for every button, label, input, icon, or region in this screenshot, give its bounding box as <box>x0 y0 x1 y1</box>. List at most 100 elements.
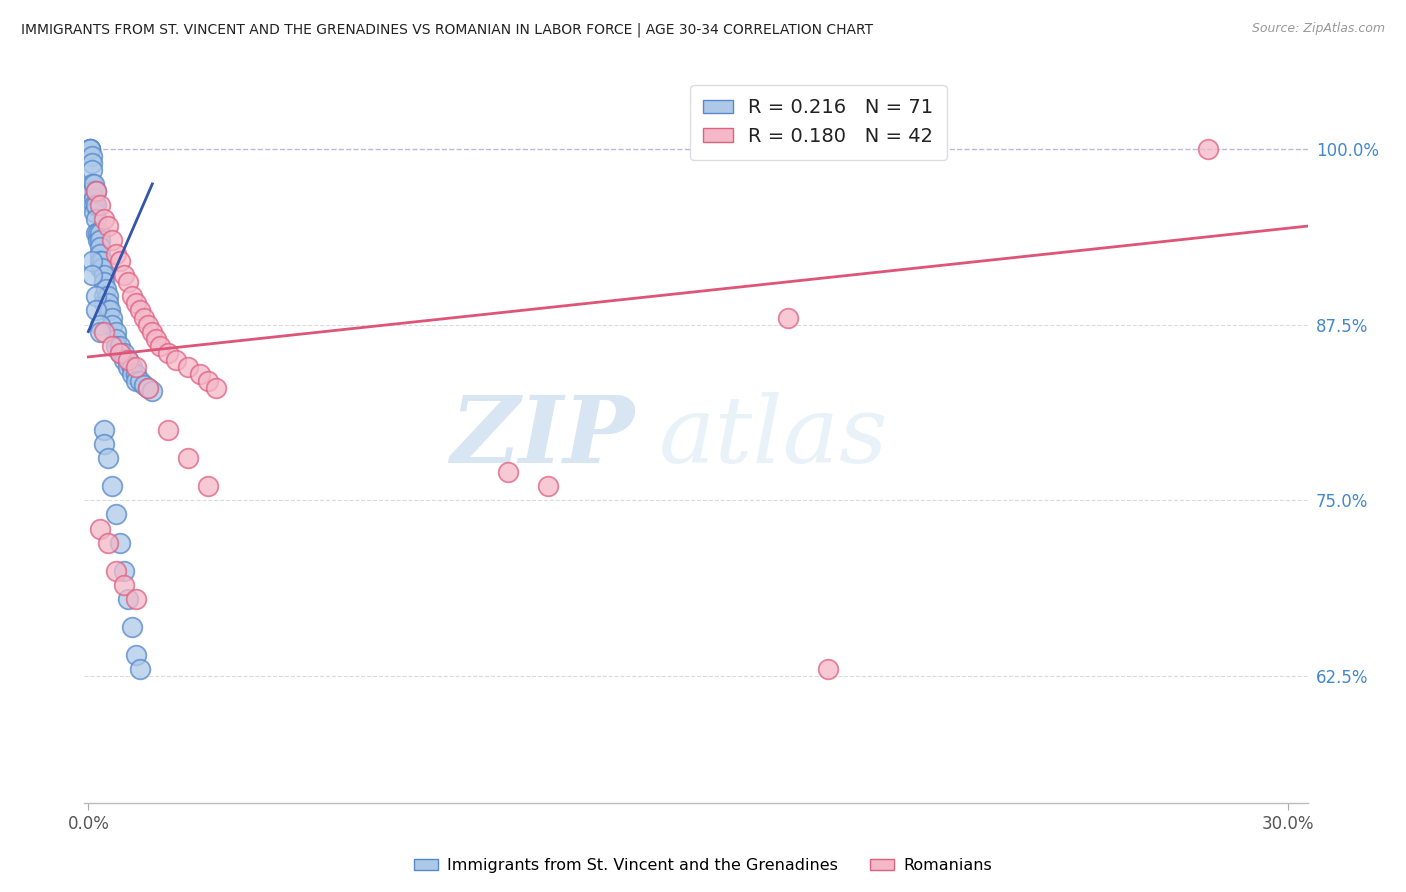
Point <box>205 381 228 395</box>
Text: atlas: atlas <box>659 392 889 482</box>
Point <box>97 296 120 310</box>
Point <box>125 296 148 310</box>
Point <box>129 303 152 318</box>
Point <box>82 254 104 268</box>
Point <box>1197 142 1219 156</box>
Point <box>89 521 111 535</box>
Point <box>83 198 105 212</box>
Point <box>177 359 200 374</box>
Point <box>93 268 115 283</box>
Point <box>82 184 104 198</box>
Point <box>97 219 120 233</box>
Point <box>112 564 135 578</box>
Point <box>97 303 120 318</box>
Point <box>125 648 148 662</box>
Point <box>105 332 128 346</box>
Point <box>101 318 124 332</box>
Text: Source: ZipAtlas.com: Source: ZipAtlas.com <box>1251 22 1385 36</box>
Point <box>817 662 839 676</box>
Point <box>105 338 128 352</box>
Point <box>89 233 111 247</box>
Point <box>82 177 104 191</box>
Point <box>105 564 128 578</box>
Point <box>145 332 167 346</box>
Point <box>136 381 159 395</box>
Point <box>96 282 118 296</box>
Point <box>97 451 120 466</box>
Point <box>83 191 105 205</box>
Point <box>129 374 152 388</box>
Point <box>86 226 108 240</box>
Point <box>136 381 159 395</box>
Point <box>129 662 152 676</box>
Point <box>197 479 219 493</box>
Point <box>112 352 135 367</box>
Point <box>117 359 139 374</box>
Point <box>82 162 104 177</box>
Point <box>79 142 101 156</box>
Point <box>110 535 132 549</box>
Point <box>165 352 187 367</box>
Point <box>121 367 143 381</box>
Point <box>83 205 105 219</box>
Point <box>157 423 180 437</box>
Point <box>86 184 108 198</box>
Point <box>188 367 211 381</box>
Point <box>117 591 139 606</box>
Point <box>86 303 108 318</box>
Point <box>125 374 148 388</box>
Point <box>89 318 111 332</box>
Point <box>177 451 200 466</box>
Point <box>157 345 180 359</box>
Point <box>97 535 120 549</box>
Point <box>141 384 163 398</box>
Point <box>93 437 115 451</box>
Point <box>86 198 108 212</box>
Text: IMMIGRANTS FROM ST. VINCENT AND THE GRENADINES VS ROMANIAN IN LABOR FORCE | AGE : IMMIGRANTS FROM ST. VINCENT AND THE GREN… <box>21 22 873 37</box>
Point <box>125 359 148 374</box>
Point <box>112 345 135 359</box>
Point <box>82 149 104 163</box>
Point <box>110 345 132 359</box>
Point <box>117 352 139 367</box>
Point <box>93 212 115 227</box>
Point <box>101 233 124 247</box>
Point <box>97 289 120 303</box>
Point <box>121 359 143 374</box>
Point <box>79 142 101 156</box>
Point <box>93 325 115 339</box>
Point <box>91 261 114 276</box>
Point <box>117 352 139 367</box>
Point <box>121 289 143 303</box>
Legend: Immigrants from St. Vincent and the Grenadines, Romanians: Immigrants from St. Vincent and the Gren… <box>408 852 998 880</box>
Point <box>101 310 124 325</box>
Point <box>89 247 111 261</box>
Point <box>197 374 219 388</box>
Point <box>93 423 115 437</box>
Point <box>89 226 111 240</box>
Point <box>87 233 110 247</box>
Point <box>98 303 121 318</box>
Point <box>110 254 132 268</box>
Point <box>89 240 111 254</box>
Point <box>83 177 105 191</box>
Point <box>89 261 111 276</box>
Point <box>121 620 143 634</box>
Point <box>496 465 519 479</box>
Point <box>101 338 124 352</box>
Point <box>134 378 156 392</box>
Text: ZIP: ZIP <box>450 392 636 482</box>
Point <box>134 310 156 325</box>
Point <box>86 184 108 198</box>
Point <box>91 254 114 268</box>
Point <box>86 212 108 227</box>
Point <box>89 325 111 339</box>
Point <box>776 310 799 325</box>
Point <box>125 367 148 381</box>
Point <box>110 338 132 352</box>
Point <box>82 268 104 283</box>
Point <box>149 338 172 352</box>
Point <box>86 289 108 303</box>
Point <box>89 254 111 268</box>
Point <box>141 325 163 339</box>
